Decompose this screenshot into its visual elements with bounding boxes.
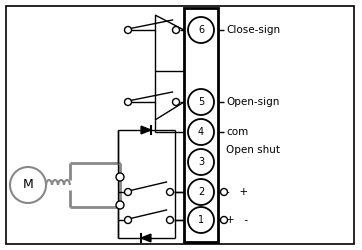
Text: 6: 6 — [198, 25, 204, 35]
Circle shape — [220, 188, 227, 196]
Text: 3: 3 — [198, 157, 204, 167]
Polygon shape — [141, 234, 151, 242]
Circle shape — [167, 216, 173, 224]
Text: Close-sign: Close-sign — [226, 25, 280, 35]
Text: -   +: - + — [226, 187, 248, 197]
Circle shape — [125, 188, 131, 196]
Text: M: M — [22, 178, 33, 192]
Circle shape — [188, 17, 214, 43]
Circle shape — [188, 207, 214, 233]
Text: 5: 5 — [198, 97, 204, 107]
Circle shape — [220, 216, 227, 224]
Circle shape — [125, 26, 131, 34]
Circle shape — [125, 98, 131, 105]
Circle shape — [116, 173, 124, 181]
Circle shape — [167, 188, 173, 196]
Circle shape — [188, 149, 214, 175]
Circle shape — [125, 216, 131, 224]
Text: 1: 1 — [198, 215, 204, 225]
Text: +   -: + - — [226, 215, 248, 225]
Circle shape — [188, 89, 214, 115]
Polygon shape — [141, 126, 151, 134]
Circle shape — [188, 119, 214, 145]
Circle shape — [173, 26, 180, 34]
Text: com: com — [226, 127, 248, 137]
Text: 2: 2 — [198, 187, 204, 197]
Text: Open shut: Open shut — [226, 145, 280, 155]
Text: Open-sign: Open-sign — [226, 97, 279, 107]
Circle shape — [10, 167, 46, 203]
Text: 4: 4 — [198, 127, 204, 137]
Bar — [184, 8, 218, 242]
Circle shape — [188, 179, 214, 205]
Circle shape — [173, 98, 180, 105]
Circle shape — [116, 201, 124, 209]
